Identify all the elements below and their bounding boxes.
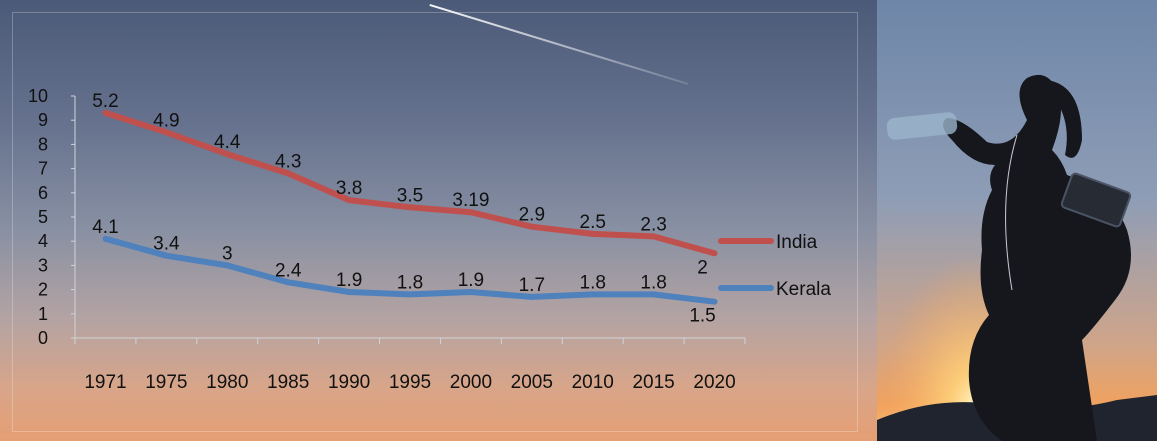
woman-silhouette [943,74,1131,441]
x-tick-label: 2015 [632,372,674,393]
y-tick-label: 5 [38,207,48,227]
data-label: 2.3 [640,214,666,235]
series-line-kerala [102,235,718,305]
x-tick-label: 1990 [328,372,370,393]
y-tick-label: 4 [38,231,48,251]
legend-entry-india: India [718,232,818,253]
data-label: 3 [222,243,233,264]
y-axis: 0 1 2 3 4 5 6 7 8 9 10 [28,86,76,348]
data-label: 3.8 [336,178,362,199]
series-kerala: 4.1 3.4 3 2.4 1.9 1.8 1.9 1.7 1.8 1.8 1.5 [92,217,718,327]
data-label: 4.3 [275,151,301,172]
pregnant-woman-drinking-water-photo [877,0,1157,441]
x-tick-label: 1971 [84,372,126,393]
x-tick-label: 1995 [389,372,431,393]
y-tick-label: 8 [38,134,48,154]
y-tick-label: 10 [28,86,48,106]
y-tick-label: 1 [38,304,48,324]
x-tick-label: 1980 [206,372,248,393]
data-label: 4.9 [153,110,179,131]
data-label: 1.5 [689,306,715,327]
data-label: 1.9 [458,270,484,291]
x-tick-label: 1985 [267,372,309,393]
data-label: 3.19 [452,190,489,211]
y-tick-label: 0 [38,328,48,348]
x-axis: 1971 1975 1980 1985 1990 1995 2000 2005 2010 2015… [74,337,746,393]
data-label: 2.4 [275,260,302,281]
series-india: 5.2 4.9 4.4 4.3 3.8 3.5 3.19 2.9 2.5 2.3 2 [92,91,718,278]
data-label: 5.2 [92,91,118,112]
legend-label: India [776,232,818,253]
y-tick-label: 2 [38,280,48,300]
x-tick-label: 1975 [145,372,187,393]
data-label: 3.5 [397,185,423,206]
ponytail [1047,80,1082,158]
data-label: 4.1 [92,217,118,238]
x-tick-label: 2020 [693,372,735,393]
series-line-india [102,109,718,257]
y-tick-label: 6 [38,183,48,203]
data-label: 4.4 [214,132,241,153]
data-label: 1.9 [336,270,362,291]
series-layer: 5.2 4.9 4.4 4.3 3.8 3.5 3.19 2.9 2.5 2.3 2 4.1 3.4 3 2… [92,91,718,327]
silhouette-illustration [877,0,1157,441]
data-label: 1.7 [519,275,545,296]
line-chart: 0 1 2 3 4 5 6 7 8 9 10 1971 1975 1980 1985 1990 1995 200… [28,86,831,393]
data-label: 1.8 [397,272,423,293]
armband-phone [1060,172,1132,228]
data-label: 1.8 [580,272,606,293]
data-label: 1.8 [640,272,666,293]
data-point [712,299,717,304]
chart-frame [12,12,858,432]
data-label: 2.9 [519,205,545,226]
y-tick-label: 7 [38,159,48,179]
legend-entry-kerala: Kerala [718,279,831,300]
x-tick-label: 2005 [511,372,553,393]
y-tick-label: 9 [38,110,48,130]
x-tick-label: 2000 [450,372,492,393]
legend-label: Kerala [776,279,831,300]
x-tick-label: 2010 [572,372,614,393]
y-tick-label: 3 [38,255,48,275]
water-bottle [886,112,958,140]
data-label: 2 [697,257,708,278]
legend: India Kerala [718,232,831,300]
data-label: 3.4 [153,234,180,255]
earphone-cable [1005,134,1018,291]
data-point [712,251,717,256]
data-label: 2.5 [580,212,606,233]
